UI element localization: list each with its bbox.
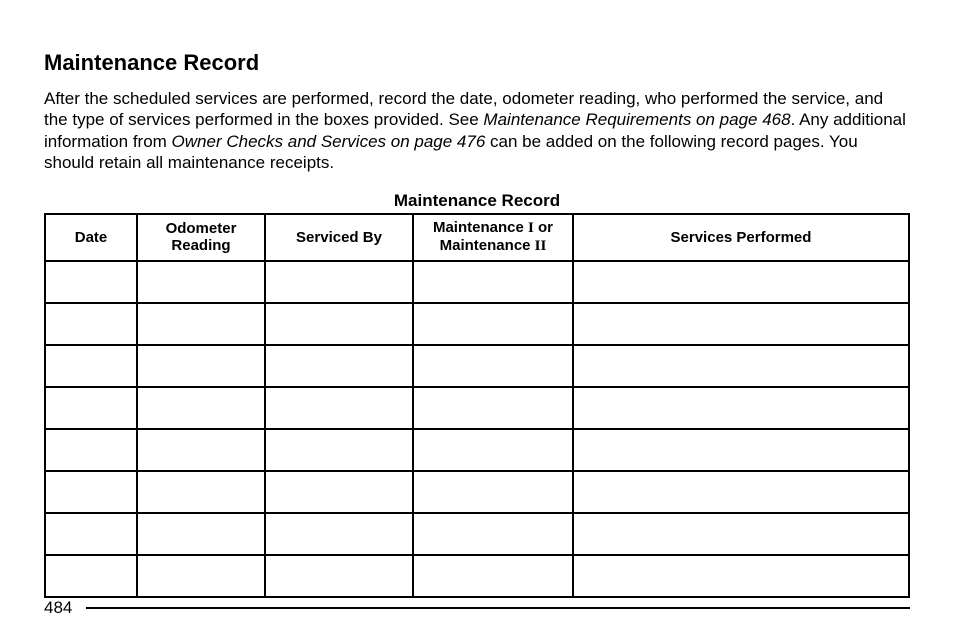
table-cell [573, 387, 909, 429]
intro-ref-2: Owner Checks and Services on page 476 [172, 132, 486, 151]
table-cell [265, 261, 413, 303]
table-cell [413, 387, 573, 429]
table-cell [573, 303, 909, 345]
table-cell [45, 429, 137, 471]
maintenance-table: Date Odometer Reading Serviced By Mainte… [44, 213, 910, 598]
table-cell [413, 513, 573, 555]
table-cell [413, 471, 573, 513]
table-cell [413, 261, 573, 303]
table-cell [265, 471, 413, 513]
table-cell [265, 387, 413, 429]
table-cell [413, 429, 573, 471]
col-header-maintenance: Maintenance I or Maintenance II [413, 214, 573, 261]
maint-or: or [534, 219, 553, 236]
table-row [45, 261, 909, 303]
table-cell [45, 471, 137, 513]
table-cell [573, 513, 909, 555]
col-header-odometer: Odometer Reading [137, 214, 265, 261]
table-cell [137, 471, 265, 513]
table-cell [137, 261, 265, 303]
table-cell [45, 513, 137, 555]
table-cell [265, 429, 413, 471]
table-cell [137, 555, 265, 597]
table-header-row: Date Odometer Reading Serviced By Mainte… [45, 214, 909, 261]
table-row [45, 429, 909, 471]
table-row [45, 387, 909, 429]
table-row [45, 303, 909, 345]
table-cell [137, 429, 265, 471]
table-cell [137, 513, 265, 555]
table-cell [45, 261, 137, 303]
table-cell [573, 471, 909, 513]
page-title: Maintenance Record [44, 50, 910, 76]
table-cell [45, 387, 137, 429]
intro-paragraph: After the scheduled services are perform… [44, 88, 910, 173]
col-header-services: Services Performed [573, 214, 909, 261]
page-footer: 484 [44, 598, 910, 618]
maint-label-a: Maintenance [433, 219, 528, 236]
maint-label-b: Maintenance [440, 237, 535, 254]
table-cell [265, 513, 413, 555]
table-cell [45, 303, 137, 345]
table-cell [573, 555, 909, 597]
table-row [45, 471, 909, 513]
table-cell [45, 345, 137, 387]
footer-rule [86, 607, 910, 609]
table-row [45, 555, 909, 597]
table-cell [265, 345, 413, 387]
table-cell [265, 303, 413, 345]
table-title: Maintenance Record [44, 191, 910, 211]
table-cell [573, 261, 909, 303]
table-cell [573, 345, 909, 387]
maint-roman-ii: II [535, 238, 547, 254]
table-body [45, 261, 909, 597]
table-cell [137, 345, 265, 387]
intro-ref-1: Maintenance Requirements on page 468 [483, 110, 790, 129]
table-row [45, 513, 909, 555]
col-header-serviced-by: Serviced By [265, 214, 413, 261]
table-cell [413, 303, 573, 345]
table-row [45, 345, 909, 387]
table-cell [413, 555, 573, 597]
table-cell [265, 555, 413, 597]
table-cell [573, 429, 909, 471]
table-cell [45, 555, 137, 597]
col-header-date: Date [45, 214, 137, 261]
table-cell [413, 345, 573, 387]
table-cell [137, 387, 265, 429]
page-number: 484 [44, 598, 72, 618]
table-cell [137, 303, 265, 345]
